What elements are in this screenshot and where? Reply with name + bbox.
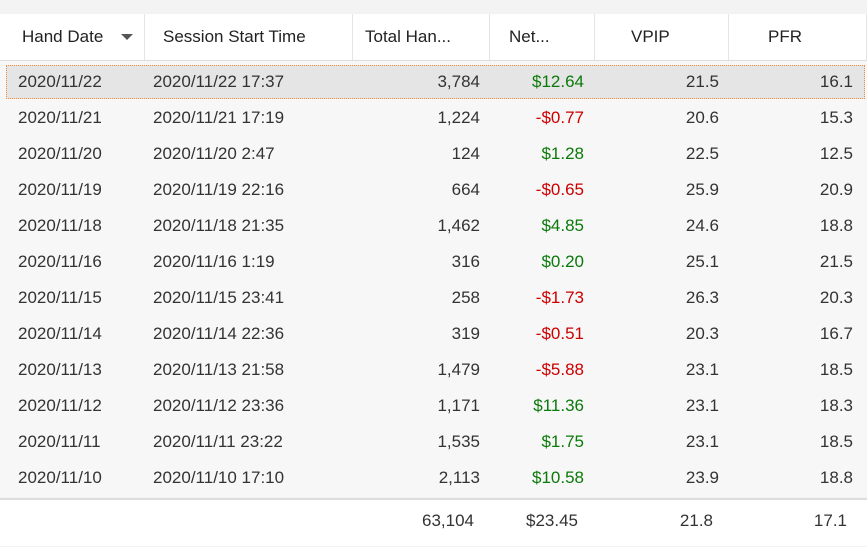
table-cell: 23.1 — [685, 396, 719, 415]
table-cell: 15.3 — [819, 108, 853, 127]
table-cell: 21.5 — [685, 72, 719, 91]
table-cell: 1,535 — [437, 432, 480, 451]
table-cell: -$5.88 — [535, 360, 584, 379]
table-cell: 18.5 — [819, 432, 853, 451]
table-cell: 319 — [451, 324, 480, 343]
table-cell: $1.75 — [541, 432, 584, 451]
table-cell: 16.7 — [819, 324, 853, 343]
table-cell: 2020/11/15 — [18, 288, 102, 307]
selected-row — [6, 65, 865, 99]
table-cell: 316 — [451, 252, 480, 271]
table-cell: 24.6 — [685, 216, 719, 235]
table-cell: 23.1 — [685, 360, 719, 379]
totals-bar — [0, 498, 867, 546]
table-cell: 2020/11/18 21:35 — [153, 216, 285, 235]
table-cell: 25.1 — [685, 252, 719, 271]
table-cell: 2020/11/20 2:47 — [153, 144, 275, 163]
table-cell: 18.3 — [819, 396, 853, 415]
table-cell: 2020/11/16 — [18, 252, 102, 271]
table-cell: 26.3 — [685, 288, 719, 307]
table-cell: 258 — [451, 288, 480, 307]
table-cell: 2020/11/12 23:36 — [153, 396, 285, 415]
total-cell: 21.8 — [679, 511, 713, 530]
table-cell: 664 — [451, 180, 480, 199]
table-cell: 2020/11/13 21:58 — [153, 360, 285, 379]
table-cell: 2020/11/11 23:22 — [153, 432, 283, 451]
table-cell: $1.28 — [541, 144, 584, 163]
table-cell: 2020/11/14 — [18, 324, 102, 343]
table-cell: 18.8 — [819, 468, 853, 487]
table-cell: 2020/11/21 17:19 — [153, 108, 285, 127]
table-cell: 2020/11/12 — [18, 396, 102, 415]
table-cell: 1,462 — [437, 216, 480, 235]
table-cell: $12.64 — [532, 72, 584, 91]
table-cell: 20.6 — [685, 108, 719, 127]
table-cell: 2020/11/22 — [18, 72, 102, 91]
table-cell: 16.1 — [819, 72, 853, 91]
table-cell: 20.3 — [819, 288, 853, 307]
table-cell: 18.5 — [819, 360, 853, 379]
table-cell: 23.1 — [685, 432, 719, 451]
table-cell: 2020/11/20 — [18, 144, 102, 163]
column-header[interactable]: Total Han... — [353, 14, 490, 60]
table-cell: 2020/11/16 1:19 — [153, 252, 275, 271]
table-cell: -$0.77 — [535, 108, 584, 127]
table-cell: -$0.51 — [535, 324, 584, 343]
table-cell: 2020/11/11 — [18, 432, 101, 451]
table-cell: 2020/11/10 17:10 — [153, 468, 285, 487]
total-cell: 17.1 — [813, 511, 847, 530]
table-cell: 2020/11/10 — [18, 468, 102, 487]
table-cell: 20.3 — [685, 324, 719, 343]
table-cell: 124 — [451, 144, 480, 163]
table-cell: 2020/11/19 22:16 — [153, 180, 285, 199]
column-header[interactable]: PFR — [729, 14, 867, 60]
table-cell: 20.9 — [819, 180, 853, 199]
sort-arrow[interactable] — [120, 33, 134, 41]
table-cell: 21.5 — [819, 252, 853, 271]
table-cell: 2020/11/22 17:37 — [153, 72, 285, 91]
total-cell: 63,104 — [422, 511, 474, 530]
column-header[interactable]: Session Start Time — [145, 14, 353, 60]
table-cell: 2020/11/13 — [18, 360, 102, 379]
table-cell: 25.9 — [685, 180, 719, 199]
table-cell: -$0.65 — [535, 180, 584, 199]
table-cell: $10.58 — [532, 468, 584, 487]
table-cell: 2020/11/21 — [18, 108, 102, 127]
column-header[interactable]: VPIP — [595, 14, 729, 60]
table-cell: 2020/11/14 22:36 — [153, 324, 285, 343]
table-cell: 23.9 — [685, 468, 719, 487]
table-cell: 12.5 — [819, 144, 853, 163]
table-cell: 1,171 — [437, 396, 480, 415]
table-cell: $11.36 — [533, 396, 584, 415]
table-cell: $0.20 — [541, 252, 584, 271]
table-cell: 18.8 — [819, 216, 853, 235]
table-cell: 22.5 — [685, 144, 719, 163]
column-header[interactable]: Hand Date — [0, 14, 145, 60]
table-cell: 2,113 — [438, 468, 480, 487]
table-cell: 2020/11/15 23:41 — [153, 288, 285, 307]
table-cell: 2020/11/19 — [18, 180, 102, 199]
table-cell: 2020/11/18 — [18, 216, 102, 235]
table-cell: 3,784 — [437, 72, 480, 91]
total-cell: $23.45 — [526, 511, 578, 530]
table-cell: $4.85 — [541, 216, 584, 235]
column-header[interactable]: Net... — [490, 14, 595, 60]
table-cell: -$1.73 — [535, 288, 584, 307]
table-body — [0, 61, 867, 497]
table-cell: 1,479 — [437, 360, 480, 379]
table-cell: 1,224 — [437, 108, 480, 127]
